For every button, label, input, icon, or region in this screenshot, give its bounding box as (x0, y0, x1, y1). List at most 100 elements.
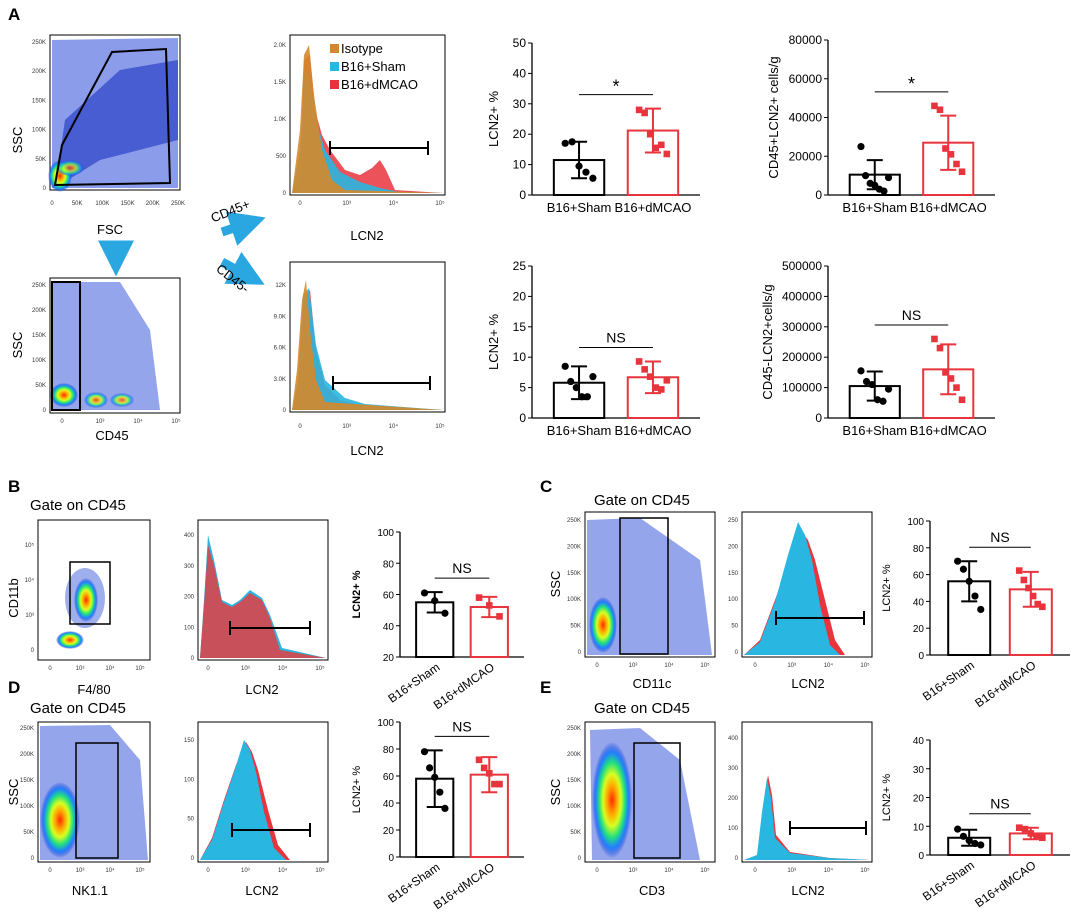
y-tick-label: 20000 (789, 149, 823, 163)
gate-label-e: Gate on CD45 (594, 700, 690, 717)
y-tick-label: 50 (513, 36, 527, 50)
x-tick-label: 10³ (629, 868, 638, 874)
y-tick-label: 0 (918, 651, 924, 662)
y-tick-label: 40 (913, 736, 925, 747)
x-tick-label: 10³ (76, 666, 85, 672)
y-tick-label: 0 (578, 650, 582, 656)
y-tick-label: 80000 (789, 33, 823, 47)
bar-chart-a-top-cells: 0 20000 40000 60000 80000 CD45+LCN2+ cells/g B… (766, 33, 995, 215)
data-point (657, 141, 665, 149)
x-tick-label: 10⁴ (278, 867, 288, 874)
density-core (74, 578, 98, 622)
panel-label-a: A (8, 5, 20, 24)
c1-xlabel: CD11c (633, 676, 672, 691)
a2-xlabel: CD45 (95, 428, 128, 443)
x-category-label: B16+Sham (547, 200, 612, 215)
data-point (954, 825, 962, 833)
y-tick-label: 20 (913, 794, 925, 805)
y-tick-label: 250K (567, 726, 581, 732)
y-tick-label: 200K (32, 69, 46, 75)
a1-ylabel: SSC (10, 127, 25, 154)
y-tick-label: 100 (728, 597, 739, 603)
density-core (56, 631, 84, 649)
x-tick-label: 0 (753, 868, 757, 874)
data-point (977, 841, 985, 849)
histogram-d2: LCN2 150 100 50 0 0 10³ 10⁴ 10⁵ (184, 721, 329, 898)
y-tick-label: 50 (731, 624, 738, 630)
x-tick-label: 10⁴ (389, 200, 399, 207)
data-point (575, 162, 583, 170)
y-tick-label: 20 (513, 127, 527, 141)
data-point (1021, 825, 1029, 833)
data-point (873, 396, 882, 404)
data-point (959, 832, 968, 840)
data-point (942, 145, 949, 152)
panel-label-d: D (8, 678, 20, 697)
cd3-gate (633, 742, 681, 859)
data-point (568, 138, 576, 146)
x-tick-label: 10⁵ (860, 662, 870, 669)
x-tick-label: 50K (72, 201, 83, 207)
y-tick-label: 40 (383, 622, 395, 633)
significance-label: NS (990, 529, 1009, 545)
data-point (485, 602, 493, 609)
y-tick-label: 400000 (782, 289, 822, 303)
b2-xlabel: LCN2 (245, 682, 278, 697)
data-point (958, 396, 966, 404)
y-tick-label: 15 (513, 320, 527, 334)
data-point (641, 109, 648, 117)
x-tick-label: 10⁵ (435, 200, 445, 207)
fsc-gate (53, 47, 172, 187)
significance-label: NS (606, 329, 625, 345)
data-point (1025, 584, 1032, 592)
x-tick-label: 10³ (342, 424, 351, 430)
y-tick-label: 100 (377, 528, 394, 539)
x-tick-label: 10⁵ (135, 665, 145, 672)
x-tick-label: 0 (206, 868, 210, 874)
data-point (589, 174, 597, 182)
data-point (1039, 603, 1046, 611)
x-tick-label: 10⁴ (133, 418, 143, 425)
y-tick-label: 0 (283, 408, 287, 414)
x-category-label: B16+dMCAO (910, 423, 987, 438)
y-tick-label: 100000 (782, 381, 822, 395)
x-category-label: B16+dMCAO (431, 860, 497, 912)
data-point (589, 373, 597, 381)
flow-plot-c1: CD11c SSC 250K 200K 150K 100K 50K 0 0 10³ 10⁴ 10… (548, 511, 716, 691)
y-tick-label: 10 (913, 822, 925, 833)
y-tick-label: 0 (918, 851, 924, 862)
gate-label-b: Gate on CD45 (30, 497, 126, 514)
y-tick-label: 0 (519, 188, 526, 202)
y-tick-label: 5 (519, 381, 526, 395)
e1-ylabel: SSC (548, 779, 563, 806)
y-tick-label: 150K (32, 333, 46, 339)
y-tick-label: 50K (23, 830, 34, 836)
hist-dmcao (200, 545, 326, 658)
y-tick-label: 200 (728, 796, 739, 802)
bar-chart-a-bot-cells: 0 100000 200000 300000 400000 500000 CD45-LCN2… (760, 259, 995, 438)
x-tick-label: 0 (595, 663, 599, 669)
x-tick-label: 10⁴ (664, 867, 674, 874)
legend: Isotype B16+Sham B16+dMCAO (330, 41, 418, 92)
data-point (947, 375, 955, 382)
x-tick-label: 10⁴ (105, 867, 115, 874)
data-point (480, 764, 488, 772)
data-point (420, 748, 429, 756)
data-point (1039, 834, 1046, 842)
panel-label-b: B (8, 477, 20, 496)
x-category-label: B16+dMCAO (614, 423, 691, 438)
y-tick-label: 50K (570, 624, 581, 630)
bar-chart-a-top-lcn2-pct: 0 10 20 30 40 50 LCN2+ % B16+Sham B16+dMCAO * (486, 36, 700, 215)
y-tick-label: 20 (383, 653, 395, 664)
data-point (965, 577, 973, 585)
y-tick-label: 500 (276, 154, 287, 160)
significance-label: * (908, 74, 915, 94)
y-tick-label: 0 (735, 856, 739, 862)
x-tick-label: 150K (121, 201, 135, 207)
y-tick-label: 200K (567, 752, 581, 758)
a2-ylabel: SSC (10, 332, 25, 359)
y-tick-label: 40000 (789, 111, 823, 125)
right-arrow-icon (220, 211, 266, 246)
data-point (635, 106, 643, 114)
